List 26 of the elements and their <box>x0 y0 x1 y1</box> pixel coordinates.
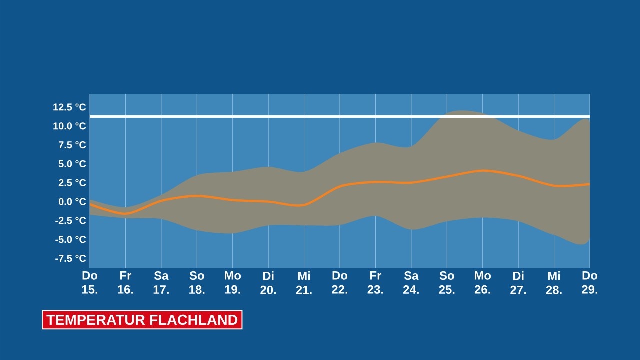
y-tick-label: 2.5 °C <box>58 179 86 186</box>
y-tick-label: -7.5 °C <box>56 255 86 262</box>
x-tick-label: Fr 16. <box>118 272 134 294</box>
y-tick-label: 5.0 °C <box>58 160 86 168</box>
y-tick-label: 12.5 °C <box>54 104 86 111</box>
x-tick-label: Sa 17. <box>154 272 169 294</box>
x-tick-label: Di 20. <box>260 272 276 294</box>
x-tick-label: Mi 28. <box>546 272 562 294</box>
x-tick-label: Mi 21. <box>296 272 312 294</box>
x-tick-label: Do 15. <box>82 272 98 294</box>
y-tick-label: 7.5 °C <box>58 142 86 149</box>
x-tick-label: Mo 19. <box>224 272 242 294</box>
y-tick-label: 0.0 °C <box>58 198 86 206</box>
x-tick-label: Sa 24. <box>404 272 419 294</box>
x-tick-label: So 25. <box>439 272 455 294</box>
x-tick-label: Fr 23. <box>368 272 384 294</box>
x-tick-label: Mo 26. <box>474 272 492 294</box>
x-tick-label: So 18. <box>190 272 205 294</box>
y-tick-label: -2.5 °C <box>56 217 86 224</box>
x-tick-label: Di 27. <box>510 272 526 294</box>
text: TEMPERATUR FLACHLAND <box>46 314 238 326</box>
x-tick-label: Do 29. <box>582 272 598 294</box>
y-tick-label: -5.0 °C <box>56 236 86 244</box>
line-series <box>90 170 590 216</box>
x-tick-label: Do 22. <box>332 272 348 294</box>
y-tick-label: 10.0 °C <box>54 122 86 130</box>
